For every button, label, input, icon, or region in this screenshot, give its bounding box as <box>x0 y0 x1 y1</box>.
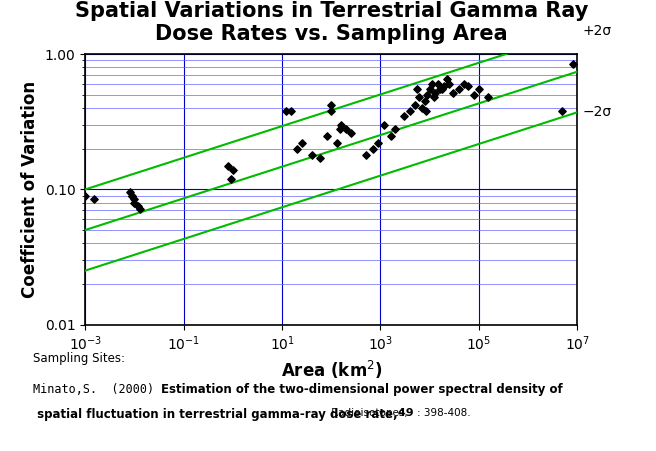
Point <box>444 81 455 88</box>
Point <box>321 132 332 139</box>
Y-axis label: Coefficient of Variation: Coefficient of Variation <box>21 81 39 298</box>
Text: +2σ: +2σ <box>583 24 612 38</box>
Point <box>437 86 447 93</box>
Text: Radioisotopes,: Radioisotopes, <box>328 408 408 418</box>
Point <box>469 91 480 98</box>
Point <box>428 94 439 101</box>
Text: Minato,S.  (2000): Minato,S. (2000) <box>33 383 168 396</box>
Point <box>223 162 234 169</box>
Point <box>379 121 390 129</box>
Point <box>405 107 415 115</box>
Point <box>426 81 437 88</box>
Point <box>133 202 144 210</box>
Point <box>125 189 135 196</box>
Text: Sampling Sites:: Sampling Sites: <box>33 352 125 365</box>
Point <box>281 107 291 115</box>
Point <box>459 81 469 88</box>
Text: −2σ: −2σ <box>583 105 612 120</box>
Point <box>421 107 432 115</box>
Point <box>228 166 238 173</box>
Point <box>135 205 146 212</box>
Point <box>422 91 433 98</box>
Point <box>390 125 401 133</box>
Text: : 398-408.: : 398-408. <box>417 408 470 418</box>
Point <box>297 139 307 147</box>
Point <box>367 145 378 152</box>
Point <box>80 192 91 199</box>
Point <box>430 89 441 96</box>
Point <box>129 195 140 202</box>
Point <box>129 199 140 206</box>
Point <box>315 155 325 162</box>
Point <box>332 139 342 147</box>
Point <box>417 104 427 111</box>
Point <box>335 125 345 133</box>
Point <box>434 86 445 93</box>
Point <box>409 101 420 109</box>
Point <box>399 112 409 120</box>
Point <box>424 86 435 93</box>
Point <box>127 192 138 199</box>
Point <box>326 107 337 115</box>
Text: Estimation of the two-dimensional power spectral density of: Estimation of the two-dimensional power … <box>161 383 562 396</box>
Point <box>482 94 493 101</box>
Point <box>385 132 396 139</box>
Point <box>420 97 430 105</box>
Point <box>373 139 384 147</box>
X-axis label: Area (km$^2$): Area (km$^2$) <box>281 359 382 381</box>
Point <box>557 107 567 115</box>
Point <box>292 145 302 152</box>
Point <box>127 192 138 199</box>
Title: Spatial Variations in Terrestrial Gamma Ray
Dose Rates vs. Sampling Area: Spatial Variations in Terrestrial Gamma … <box>75 1 588 44</box>
Point <box>360 151 371 158</box>
Text: spatial fluctuation in terrestrial gamma-ray dose rate,: spatial fluctuation in terrestrial gamma… <box>33 408 398 421</box>
Point <box>89 195 99 202</box>
Point <box>474 86 484 93</box>
Point <box>336 121 346 129</box>
Point <box>448 89 459 96</box>
Point <box>413 94 424 101</box>
Point <box>412 86 422 93</box>
Point <box>462 83 473 90</box>
Point <box>226 175 236 182</box>
Point <box>441 76 452 83</box>
Point <box>567 60 578 67</box>
Text: 49: 49 <box>394 408 413 418</box>
Point <box>346 130 356 137</box>
Point <box>454 86 464 93</box>
Point <box>285 107 296 115</box>
Point <box>326 101 337 109</box>
Point <box>440 83 450 90</box>
Point <box>433 81 443 88</box>
Point <box>341 125 352 133</box>
Point <box>306 151 317 158</box>
